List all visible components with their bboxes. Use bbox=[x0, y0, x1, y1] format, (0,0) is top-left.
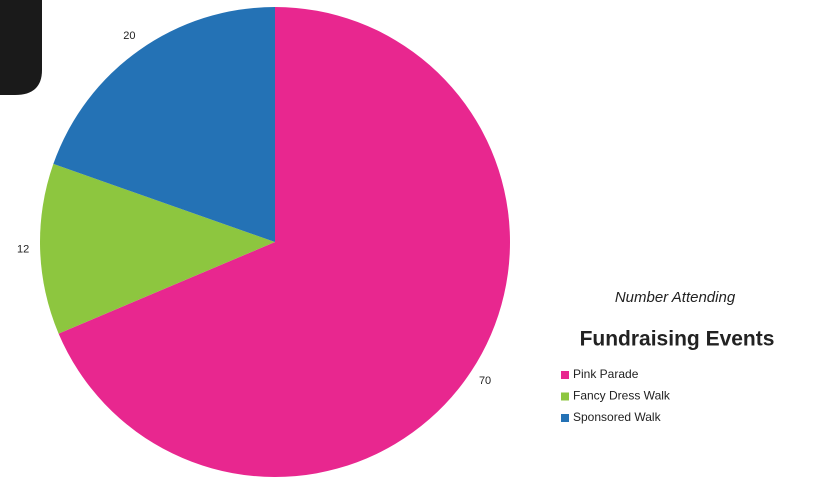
pie-slice bbox=[58, 7, 510, 477]
data-label: 70 bbox=[479, 375, 491, 387]
legend-swatch bbox=[561, 392, 569, 401]
chart-title: Fundraising Events bbox=[580, 328, 775, 351]
background-shape bbox=[0, 0, 42, 95]
legend-label: Fancy Dress Walk bbox=[573, 389, 671, 403]
data-label: 12 bbox=[17, 244, 29, 256]
pie-slice bbox=[40, 163, 275, 334]
legend-swatch bbox=[561, 414, 569, 422]
legend-label: Sponsored Walk bbox=[573, 410, 662, 424]
pie-slice bbox=[53, 7, 276, 242]
legend-label: Pink Parade bbox=[573, 367, 639, 381]
chart-subtitle: Number Attending bbox=[615, 289, 736, 306]
data-label: 20 bbox=[123, 30, 135, 42]
legend-swatch bbox=[561, 371, 569, 379]
